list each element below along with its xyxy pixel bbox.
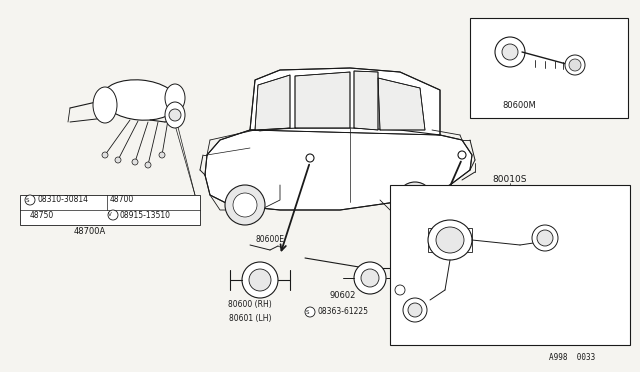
Circle shape [403, 298, 427, 322]
Circle shape [305, 307, 315, 317]
Ellipse shape [93, 87, 117, 123]
Ellipse shape [165, 84, 185, 112]
Text: A998  0033: A998 0033 [548, 353, 595, 362]
Text: S: S [305, 310, 308, 314]
Ellipse shape [165, 102, 185, 128]
Text: 80600E: 80600E [255, 235, 284, 244]
Circle shape [397, 182, 433, 218]
Polygon shape [250, 68, 440, 135]
Text: 80010S: 80010S [493, 176, 527, 185]
Circle shape [242, 262, 278, 298]
Polygon shape [255, 75, 290, 130]
Polygon shape [205, 128, 472, 210]
Circle shape [159, 152, 165, 158]
Text: 08310-30814: 08310-30814 [37, 196, 88, 205]
Text: S: S [25, 198, 29, 202]
Circle shape [102, 152, 108, 158]
Ellipse shape [428, 220, 472, 260]
Circle shape [108, 210, 118, 220]
Bar [428, 228, 472, 252]
Circle shape [569, 59, 581, 71]
Circle shape [145, 162, 151, 168]
Text: 80600M: 80600M [502, 100, 536, 109]
Circle shape [495, 37, 525, 67]
Text: 48700A: 48700A [74, 228, 106, 237]
Polygon shape [295, 72, 350, 128]
Circle shape [408, 303, 422, 317]
Polygon shape [354, 71, 378, 130]
Circle shape [537, 230, 553, 246]
Text: V: V [108, 212, 112, 218]
Circle shape [404, 189, 426, 211]
Text: 08363-61225: 08363-61225 [317, 308, 368, 317]
Text: 48700: 48700 [110, 196, 134, 205]
Ellipse shape [436, 227, 464, 253]
Circle shape [565, 55, 585, 75]
Text: 90602: 90602 [330, 291, 356, 299]
Bar [20, 195, 200, 225]
Circle shape [132, 159, 138, 165]
Text: 80601 (LH): 80601 (LH) [228, 314, 271, 323]
Circle shape [306, 154, 314, 162]
Bar [390, 185, 630, 345]
Polygon shape [378, 78, 425, 130]
Text: 48750: 48750 [30, 211, 54, 219]
Circle shape [115, 157, 121, 163]
Bar [470, 18, 628, 118]
Circle shape [395, 285, 405, 295]
Circle shape [233, 193, 257, 217]
Circle shape [354, 262, 386, 294]
Circle shape [25, 195, 35, 205]
Circle shape [361, 269, 379, 287]
Circle shape [225, 185, 265, 225]
Circle shape [169, 109, 181, 121]
Ellipse shape [102, 80, 178, 120]
Circle shape [458, 151, 466, 159]
Circle shape [502, 44, 518, 60]
Circle shape [532, 225, 558, 251]
Text: 08915-13510: 08915-13510 [120, 211, 171, 219]
Text: 80600 (RH): 80600 (RH) [228, 301, 272, 310]
Circle shape [249, 269, 271, 291]
